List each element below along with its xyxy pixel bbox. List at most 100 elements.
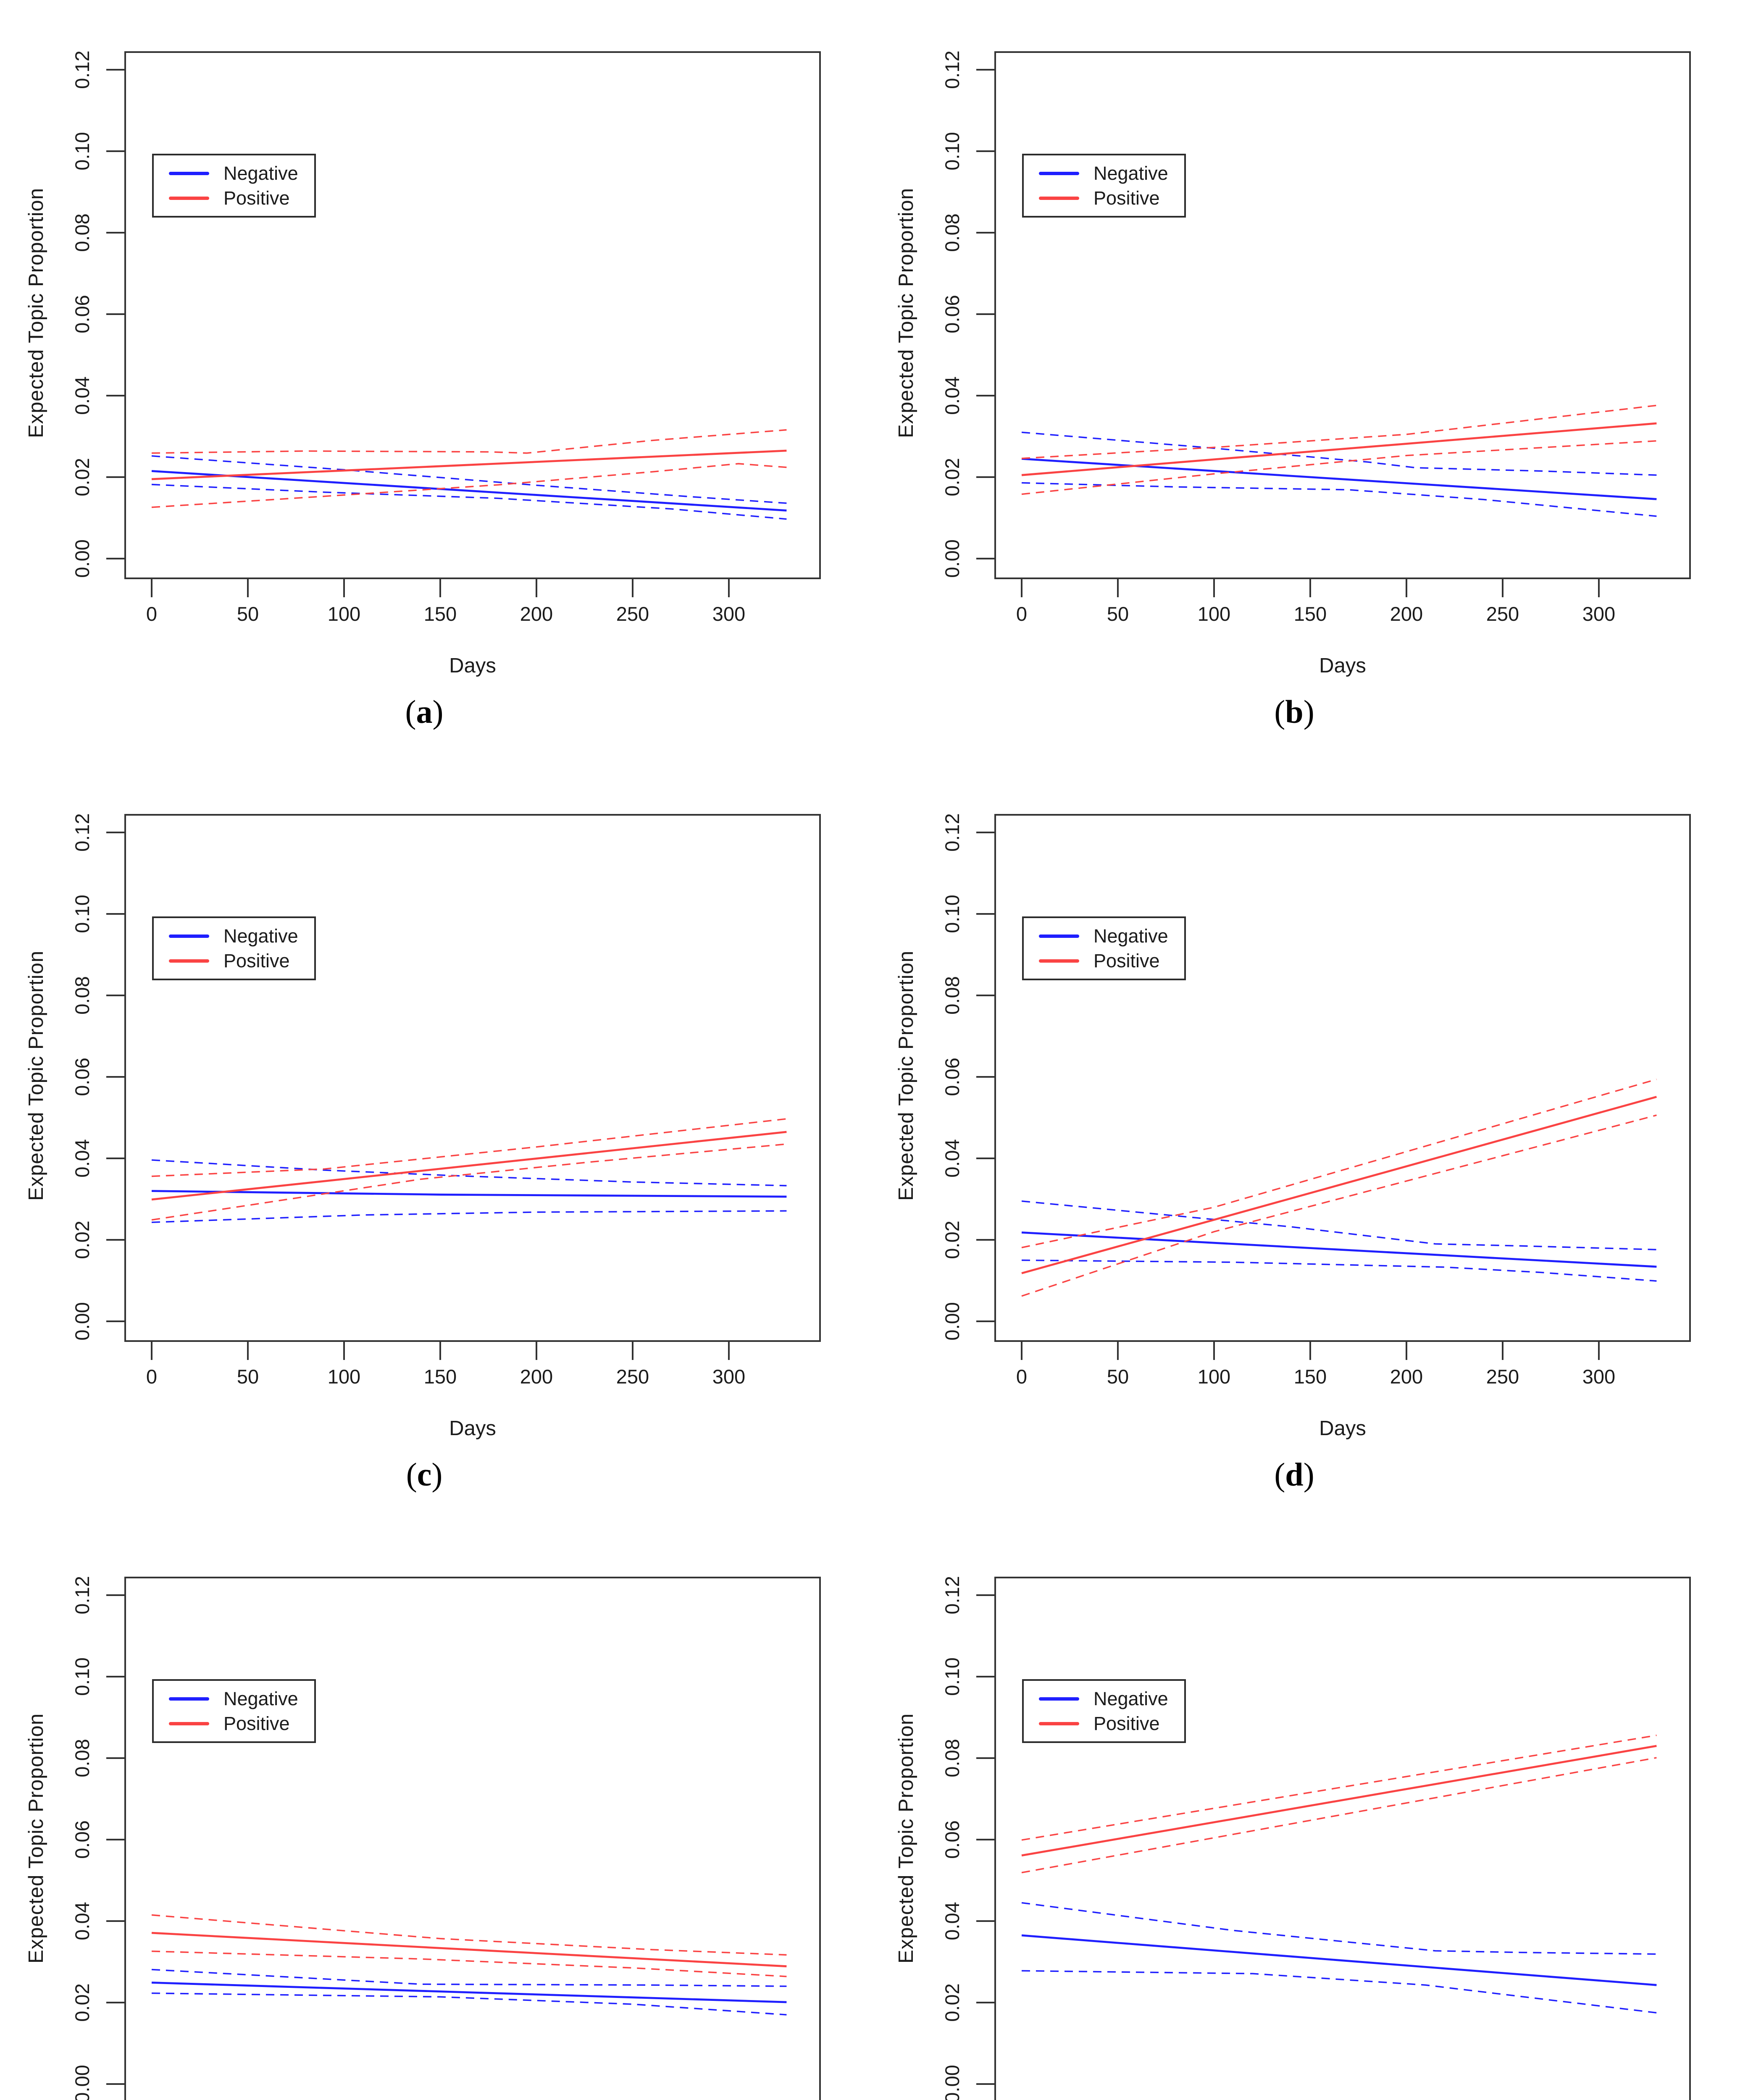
svg-text:0: 0	[1016, 603, 1027, 625]
svg-text:0.12: 0.12	[941, 813, 963, 851]
legend-entry-positive: Positive	[169, 1714, 314, 1733]
svg-text:250: 250	[1486, 603, 1519, 625]
x-axis-label: Days	[449, 1417, 496, 1440]
svg-text:0.08: 0.08	[941, 1739, 963, 1777]
caption-letter: d	[1285, 1456, 1304, 1493]
legend-entry-positive: Positive	[1039, 951, 1184, 970]
svg-text:0.10: 0.10	[71, 1657, 93, 1696]
x-axis-label: Days	[1319, 654, 1366, 677]
svg-text:50: 50	[1107, 603, 1129, 625]
svg-text:0.08: 0.08	[941, 976, 963, 1014]
svg-text:50: 50	[237, 603, 259, 625]
positive-line-swatch	[1039, 1722, 1079, 1725]
svg-text:0: 0	[146, 1365, 157, 1388]
svg-text:0: 0	[1016, 1365, 1027, 1388]
svg-text:100: 100	[328, 603, 360, 625]
chart-canvas-c: 0.00 0.02 0.04 0.06 0.08 0.10 0.12 0 50 100 150 200…	[71, 813, 821, 1388]
svg-text:250: 250	[1486, 1365, 1519, 1388]
panel-f: 0.000.020.040.060.080.100.12050100150200…	[870, 1525, 1740, 2100]
svg-text:0.06: 0.06	[71, 1058, 93, 1096]
negative-line-swatch	[169, 934, 209, 938]
legend-entry-negative: Negative	[169, 927, 314, 945]
legend-entry-positive: Positive	[1039, 1714, 1184, 1733]
caption-letter: b	[1285, 693, 1304, 730]
caption-paren: (	[1274, 1456, 1285, 1493]
legend: Negative Positive	[1022, 154, 1186, 218]
svg-text:0.12: 0.12	[71, 50, 93, 89]
svg-text:0.00: 0.00	[941, 1302, 963, 1340]
panel-d: 0.00 0.02 0.04 0.06 0.08 0.10 0.12 0 50 100 150 200…	[870, 763, 1740, 1525]
caption-paren: )	[432, 693, 444, 730]
svg-text:250: 250	[616, 603, 649, 625]
svg-text:0.12: 0.12	[941, 50, 963, 89]
panel-c: 0.00 0.02 0.04 0.06 0.08 0.10 0.12 0 50 100 150 200…	[0, 763, 870, 1525]
svg-text:0.04: 0.04	[941, 376, 963, 415]
svg-text:0.04: 0.04	[71, 1902, 93, 1940]
svg-text:0.10: 0.10	[941, 1657, 963, 1696]
svg-text:0.02: 0.02	[941, 1221, 963, 1259]
svg-text:0.02: 0.02	[941, 1983, 963, 2021]
svg-text:0.00: 0.00	[941, 539, 963, 578]
caption-paren: )	[431, 1456, 443, 1493]
y-axis-label: Expected Topic Proportion	[895, 187, 917, 438]
svg-text:0.10: 0.10	[71, 132, 93, 170]
caption-paren: (	[405, 693, 416, 730]
svg-text:0.04: 0.04	[71, 1139, 93, 1177]
svg-text:100: 100	[328, 1365, 360, 1388]
svg-text:0.06: 0.06	[941, 295, 963, 333]
legend-entry-negative: Negative	[169, 164, 314, 183]
svg-text:0.06: 0.06	[71, 295, 93, 333]
svg-text:0.08: 0.08	[71, 976, 93, 1014]
svg-text:150: 150	[424, 603, 457, 625]
panel-caption-a: (a)	[405, 693, 444, 731]
legend-label-positive: Positive	[1093, 187, 1160, 209]
negative-line-swatch	[169, 171, 209, 175]
svg-text:300: 300	[712, 603, 745, 625]
legend-label-negative: Negative	[1093, 1688, 1168, 1709]
legend-entry-positive: Positive	[1039, 189, 1184, 207]
legend: Negative Positive	[152, 916, 316, 980]
chart-canvas-a: 0.00 0.02 0.04 0.06 0.08 0.10 0.12 0 50 100 150 200…	[71, 50, 821, 625]
svg-text:0.00: 0.00	[941, 2065, 963, 2100]
legend-label-positive: Positive	[1093, 950, 1160, 971]
legend-label-negative: Negative	[1093, 163, 1168, 184]
svg-text:0.00: 0.00	[71, 539, 93, 578]
chart-canvas-e: 0.000.020.040.060.080.100.12050100150200…	[71, 1576, 821, 2100]
svg-text:0.02: 0.02	[71, 1983, 93, 2021]
svg-text:0: 0	[146, 603, 157, 625]
positive-line-swatch	[1039, 196, 1079, 200]
y-axis-label: Expected Topic Proportion	[25, 1713, 47, 1964]
y-axis-label: Expected Topic Proportion	[25, 950, 47, 1201]
svg-text:100: 100	[1198, 1365, 1230, 1388]
svg-text:0.12: 0.12	[71, 813, 93, 851]
svg-text:50: 50	[1107, 1365, 1129, 1388]
svg-text:0.10: 0.10	[71, 895, 93, 933]
caption-paren: )	[1303, 1456, 1314, 1493]
svg-text:0.02: 0.02	[71, 1221, 93, 1259]
svg-text:150: 150	[424, 1365, 457, 1388]
legend-label-positive: Positive	[223, 950, 290, 971]
svg-text:200: 200	[1390, 1365, 1423, 1388]
svg-text:0.08: 0.08	[71, 213, 93, 252]
svg-text:0.08: 0.08	[941, 213, 963, 252]
panel-caption-c: (c)	[406, 1456, 443, 1494]
panel-b: 0.00 0.02 0.04 0.06 0.08 0.10 0.12 0 50 100 150 200…	[870, 0, 1740, 763]
y-axis-label: Expected Topic Proportion	[895, 1713, 917, 1964]
panel-caption-b: (b)	[1274, 693, 1314, 731]
svg-text:250: 250	[616, 1365, 649, 1388]
svg-text:0.06: 0.06	[71, 1820, 93, 1858]
negative-line-swatch	[169, 1697, 209, 1701]
panel-caption-d: (d)	[1274, 1456, 1314, 1494]
legend-entry-negative: Negative	[1039, 164, 1184, 183]
positive-line-swatch	[169, 196, 209, 200]
svg-text:0.12: 0.12	[71, 1576, 93, 1614]
svg-text:0.00: 0.00	[71, 1302, 93, 1340]
x-axis-label: Days	[449, 654, 496, 677]
svg-text:300: 300	[712, 1365, 745, 1388]
svg-text:200: 200	[520, 603, 553, 625]
legend-label-positive: Positive	[223, 187, 290, 209]
svg-text:0.06: 0.06	[941, 1820, 963, 1858]
chart-canvas-b: 0.00 0.02 0.04 0.06 0.08 0.10 0.12 0 50 100 150 200…	[941, 50, 1691, 625]
svg-text:0.02: 0.02	[71, 458, 93, 496]
chart-canvas-d: 0.00 0.02 0.04 0.06 0.08 0.10 0.12 0 50 100 150 200…	[941, 813, 1691, 1388]
